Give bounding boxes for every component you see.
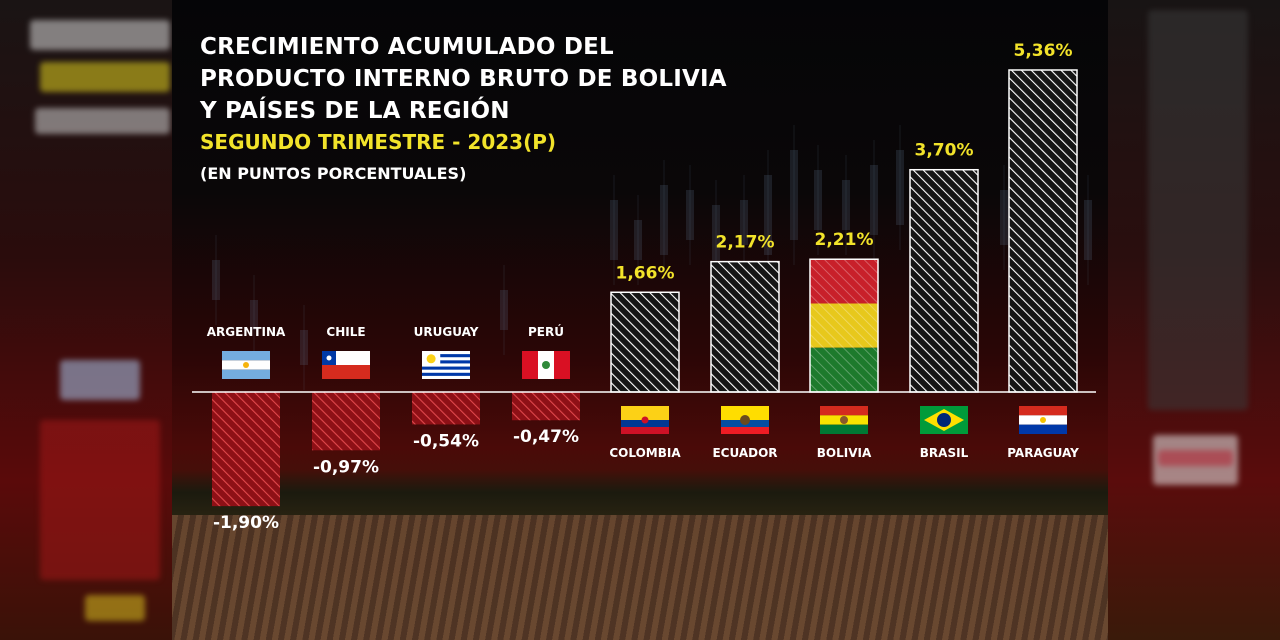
country-label-colombia: COLOMBIA [609, 446, 681, 460]
flags-group [222, 351, 1067, 434]
colombia-flag-icon [621, 406, 669, 434]
blurred-background-right [1108, 0, 1280, 640]
value-label-uruguay: -0,54% [413, 431, 479, 451]
argentina-flag-icon [222, 351, 270, 379]
value-label-paraguay: 5,36% [1014, 41, 1073, 61]
decor-candle [870, 165, 878, 235]
bar-outline [809, 258, 879, 393]
country-label-ecuador: ECUADOR [712, 446, 777, 460]
value-label-bolivia: 2,21% [815, 230, 874, 250]
decor-candle [300, 330, 308, 365]
country-label-paraguay: PARAGUAY [1007, 446, 1079, 460]
brasil-flag-icon [920, 406, 968, 434]
bar-peru [512, 392, 580, 421]
chile-flag-icon [322, 351, 370, 379]
bar-bolivia [809, 258, 879, 393]
ecuador-flag-icon [721, 406, 769, 434]
decor-candle [500, 290, 508, 330]
bar-brasil [909, 168, 979, 393]
decor-candle [740, 200, 748, 245]
country-label-uruguay: URUGUAY [414, 325, 479, 339]
bars-group [212, 69, 1078, 507]
title-line-1: CRECIMIENTO ACUMULADO DEL [200, 34, 614, 60]
bar-argentina [212, 392, 280, 507]
decor-candle [1000, 190, 1008, 245]
decor-candle [634, 220, 642, 260]
paraguay-flag-icon [1019, 406, 1067, 434]
decor-candle [660, 185, 668, 255]
uruguay-flag-icon [422, 351, 470, 379]
bolivia-flag-icon [820, 406, 868, 434]
decor-candle [1084, 200, 1092, 260]
decor-candle [250, 300, 258, 330]
bar-ecuador [710, 260, 780, 393]
country-label-peru: PERÚ [528, 324, 564, 339]
bar-uruguay [412, 392, 480, 425]
country-label-chile: CHILE [326, 325, 365, 339]
title-line-3: Y PAÍSES DE LA REGIÓN [200, 98, 510, 124]
value-label-brasil: 3,70% [915, 141, 974, 161]
decor-candle [610, 200, 618, 260]
value-label-chile: -0,97% [313, 457, 379, 477]
decor-candle [896, 150, 904, 225]
subtitle: SEGUNDO TRIMESTRE - 2023(P) [200, 130, 557, 154]
decor-candle [686, 190, 694, 240]
title-line-2: PRODUCTO INTERNO BRUTO DE BOLIVIA [200, 66, 727, 92]
decor-candle [790, 150, 798, 240]
value-label-ecuador: 2,17% [716, 233, 775, 253]
peru-flag-icon [522, 351, 570, 379]
value-label-colombia: 1,66% [616, 263, 675, 283]
bar-paraguay [1008, 69, 1078, 393]
blurred-background-left [0, 0, 172, 640]
value-label-peru: -0,47% [513, 427, 579, 447]
bar-colombia [610, 291, 680, 393]
decor-candle [842, 180, 850, 230]
decor-candle [712, 205, 720, 260]
country-label-bolivia: BOLIVIA [817, 446, 872, 460]
country-label-brasil: BRASIL [920, 446, 969, 460]
units-note: (EN PUNTOS PORCENTUALES) [200, 164, 467, 183]
decor-candle [814, 170, 822, 230]
value-label-argentina: -1,90% [213, 513, 279, 533]
decor-candle [764, 175, 772, 255]
bar-chile [312, 392, 380, 451]
farm-field-decor [172, 515, 1108, 640]
labels-group: -1,90% ARGENTINA -0,97% CHILE -0,54% URUGUAY -… [207, 41, 1079, 533]
treeline-decor [172, 470, 1108, 520]
country-label-argentina: ARGENTINA [207, 325, 286, 339]
decor-candle [212, 260, 220, 300]
